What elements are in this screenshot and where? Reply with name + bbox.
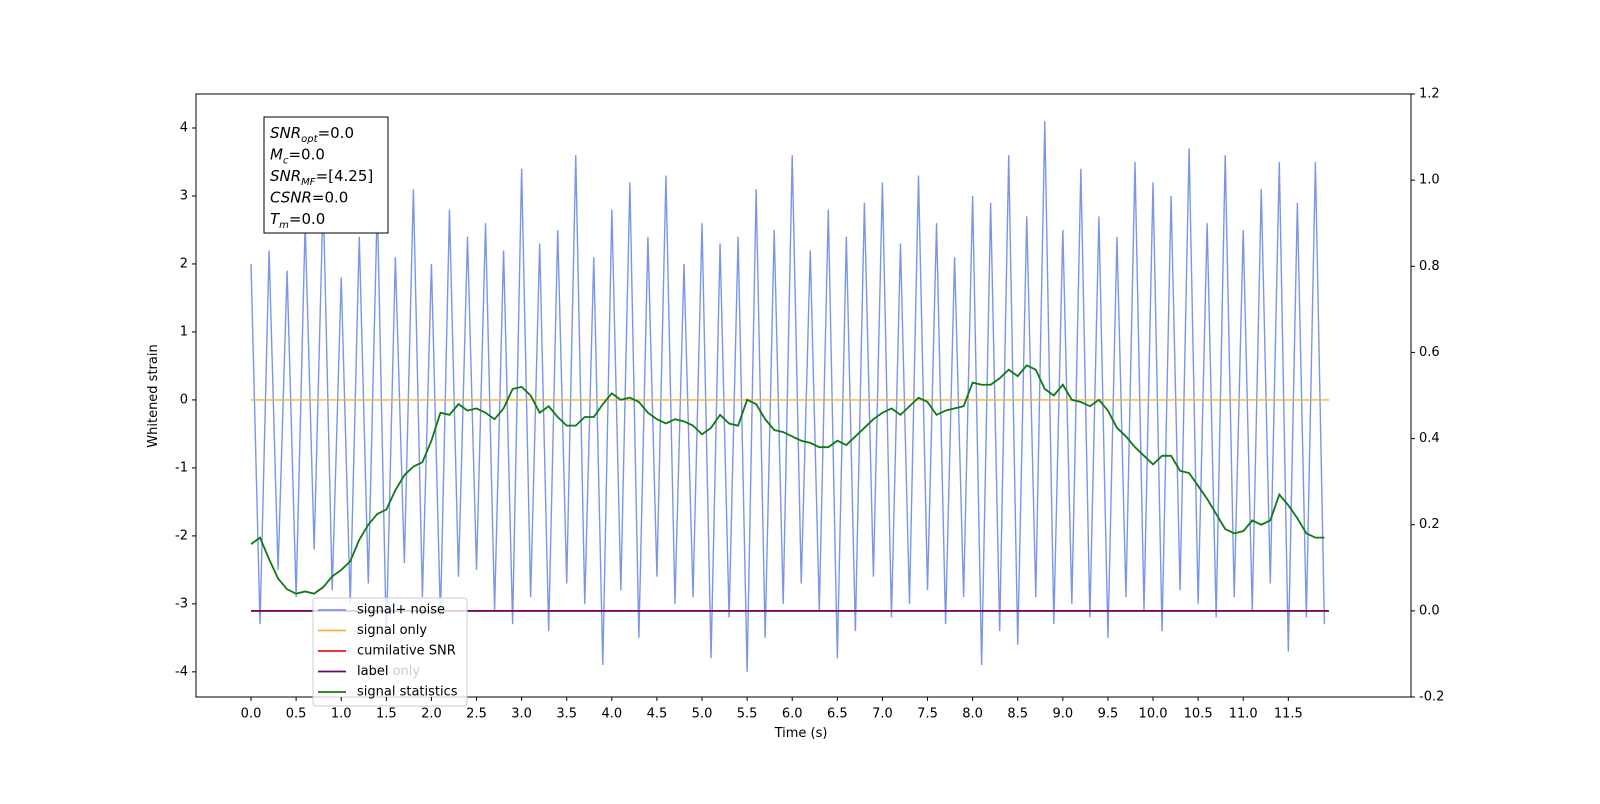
x-tick-label: 5.5 xyxy=(737,707,758,722)
y-axis-label: Whitened strain xyxy=(146,344,161,447)
axes-frame xyxy=(195,93,1412,698)
annotation-value: =0.0 xyxy=(318,124,354,142)
legend-overlay-text: label only xyxy=(357,664,420,679)
annotation-box: SNRopt=0.0Mc=0.0SNRMF=[4.25]CSNR=0.0Tm=0… xyxy=(263,116,389,234)
annotation-symbol: SNR xyxy=(270,124,301,142)
x-tick-label: 10.0 xyxy=(1139,707,1168,722)
legend: label only signal+ noise signal only cumila… xyxy=(312,597,468,707)
legend-label: cumilative SNR xyxy=(357,644,456,659)
series-line xyxy=(250,364,1325,595)
x-tick-label: 7.5 xyxy=(917,707,938,722)
series-line xyxy=(250,121,1326,672)
x-tick-label: 9.0 xyxy=(1052,707,1073,722)
annotation-subscript: MF xyxy=(301,177,316,188)
annotation-symbol: SNR xyxy=(270,167,301,185)
legend-label: signal+ noise xyxy=(357,603,445,618)
x-axis-label: Time (s) xyxy=(774,726,828,741)
x-tick-label: 1.0 xyxy=(331,707,352,722)
annotation-line: CSNR=0.0 xyxy=(270,189,348,207)
annotation-symbol: M xyxy=(270,146,283,164)
y2-tick-label: 0.0 xyxy=(1419,603,1440,618)
y-tick-label: -1 xyxy=(175,460,188,475)
x-tick-label: 3.5 xyxy=(556,707,577,722)
annotation-value: =0.0 xyxy=(312,189,348,207)
x-tick-label: 4.5 xyxy=(647,707,668,722)
y-tick-label: -4 xyxy=(175,664,188,679)
x-tick-label: 1.5 xyxy=(376,707,397,722)
annotation-frame xyxy=(263,116,389,234)
y-tick-label: -3 xyxy=(175,596,188,611)
annotation-subscript: c xyxy=(283,156,289,167)
y-tick-label: -2 xyxy=(175,528,188,543)
annotation-line: Mc=0.0 xyxy=(270,146,325,167)
y-tick-label: 3 xyxy=(180,188,188,203)
x-tick-label: 0.0 xyxy=(241,707,262,722)
x-tick-label: 2.5 xyxy=(466,707,487,722)
x-tick-label: 3.0 xyxy=(511,707,532,722)
y2-tick-label: 1.2 xyxy=(1419,87,1440,102)
legend-frame xyxy=(312,597,468,707)
x-tick-label: 4.0 xyxy=(601,707,622,722)
x-tick-label: 10.5 xyxy=(1184,707,1213,722)
y2-tick-label: 1.0 xyxy=(1419,173,1440,188)
x-tick-label: 6.0 xyxy=(782,707,803,722)
x-tick-label: 8.0 xyxy=(962,707,983,722)
annotation-symbol: T xyxy=(270,210,281,228)
y2-tick-label: 0.4 xyxy=(1419,431,1440,446)
y-tick-label: 4 xyxy=(180,120,188,135)
legend-label: signal only xyxy=(357,623,427,638)
annotation-value: =0.0 xyxy=(288,146,324,164)
plot-area xyxy=(196,94,1411,697)
x-tick-label: 2.0 xyxy=(421,707,442,722)
legend-label: label xyxy=(357,664,388,679)
annotation-subscript: opt xyxy=(301,134,318,145)
annotation-subscript: m xyxy=(279,220,289,231)
y2-tick-label: -0.2 xyxy=(1419,690,1444,705)
annotation-symbol: CSNR xyxy=(270,189,312,207)
legend-label: signal statistics xyxy=(357,685,458,700)
x-tick-label: 0.5 xyxy=(286,707,307,722)
y-tick-label: 2 xyxy=(180,256,188,271)
x-tick-label: 6.5 xyxy=(827,707,848,722)
annotation-line: Tm=0.0 xyxy=(270,210,325,231)
annotation-value: =0.0 xyxy=(289,210,325,228)
y-tick-label: 0 xyxy=(180,392,188,407)
x-tick-label: 8.5 xyxy=(1007,707,1028,722)
annotation-value: =[4.25] xyxy=(316,167,374,185)
y2-tick-label: 0.6 xyxy=(1419,345,1440,360)
annotation-line: SNRMF=[4.25] xyxy=(270,167,373,188)
x-tick-label: 7.0 xyxy=(872,707,893,722)
x-tick-label: 5.0 xyxy=(692,707,713,722)
y2-tick-label: 0.8 xyxy=(1419,259,1440,274)
x-tick-label: 11.5 xyxy=(1274,707,1303,722)
annotation-line: SNRopt=0.0 xyxy=(270,124,354,145)
x-tick-label: 9.5 xyxy=(1098,707,1119,722)
y-tick-label: 1 xyxy=(180,324,188,339)
y2-tick-label: 0.2 xyxy=(1419,517,1440,532)
x-tick-label: 11.0 xyxy=(1229,707,1258,722)
